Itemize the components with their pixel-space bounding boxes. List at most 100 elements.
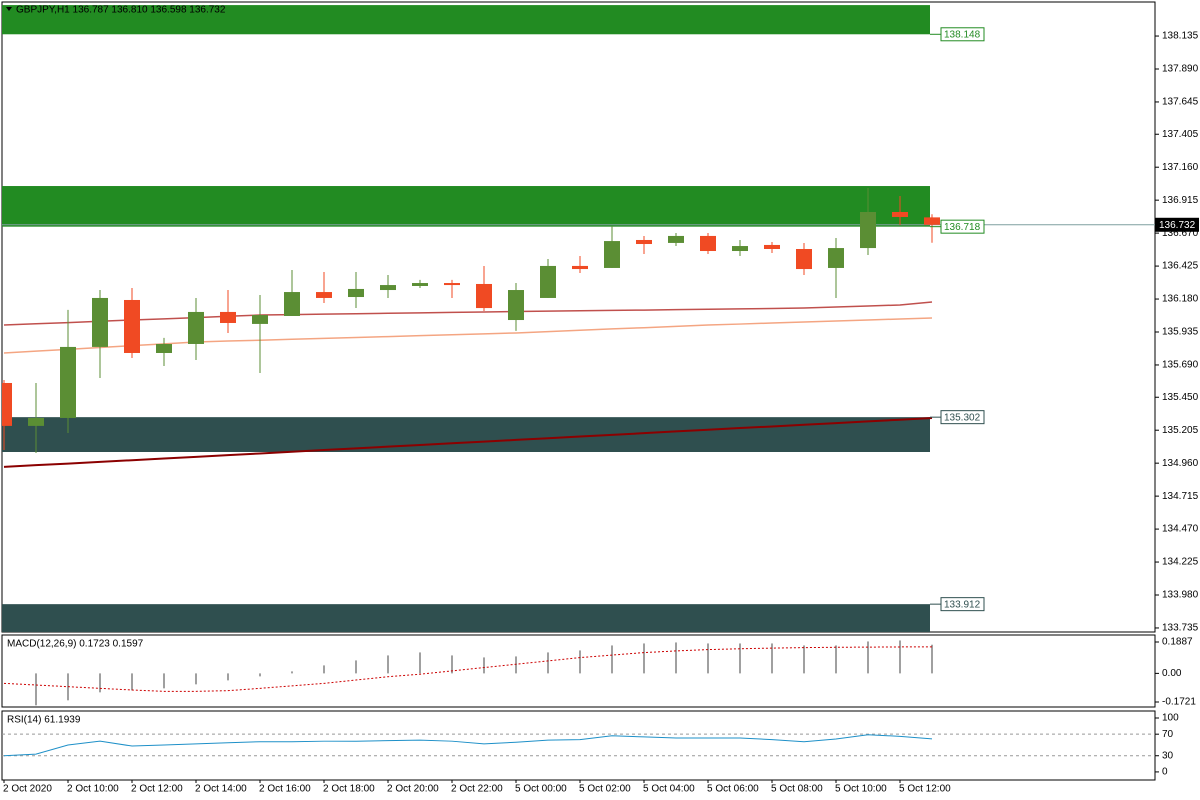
candle-body bbox=[220, 311, 236, 323]
candle-body bbox=[156, 343, 172, 353]
zone-tag-box bbox=[940, 219, 985, 234]
macd-panel-frame bbox=[1, 634, 1156, 708]
candle-body bbox=[860, 212, 876, 249]
candle-body bbox=[124, 299, 140, 353]
zone-tag-box bbox=[940, 597, 985, 612]
y-tick-label: 134.470 bbox=[1162, 524, 1199, 535]
y-tick-label: 133.735 bbox=[1162, 623, 1199, 634]
x-tick-label: 5 Oct 04:00 bbox=[643, 784, 695, 795]
y-tick-label: 0 bbox=[1162, 767, 1168, 778]
main-plot bbox=[2, 5, 1155, 632]
y-tick-label: 0.00 bbox=[1162, 668, 1182, 679]
candle-body bbox=[924, 217, 940, 225]
x-tick-label: 2 Oct 10:00 bbox=[67, 784, 119, 795]
x-tick-label: 2 Oct 14:00 bbox=[195, 784, 247, 795]
x-tick-label: 5 Oct 06:00 bbox=[707, 784, 759, 795]
y-tick-label: 134.715 bbox=[1162, 491, 1199, 502]
rsi-panel-frame bbox=[1, 710, 1156, 781]
candle-body bbox=[540, 265, 556, 298]
y-tick-label: -0.1721 bbox=[1162, 697, 1196, 708]
x-tick-label: 2 Oct 22:00 bbox=[451, 784, 503, 795]
zone bbox=[2, 604, 930, 632]
candle-body bbox=[796, 248, 812, 270]
x-tick-label: 5 Oct 00:00 bbox=[515, 784, 567, 795]
y-tick-label: 134.960 bbox=[1162, 458, 1199, 469]
candle-body bbox=[732, 246, 748, 252]
x-tick-label: 2 Oct 20:00 bbox=[387, 784, 439, 795]
candle-body bbox=[508, 290, 524, 321]
zone bbox=[2, 186, 930, 227]
zone-tag-label: 135.302 bbox=[944, 412, 981, 423]
y-tick-label: 138.135 bbox=[1162, 31, 1199, 42]
x-tick-label: 2 Oct 16:00 bbox=[259, 784, 311, 795]
y-tick-label: 100 bbox=[1162, 713, 1179, 724]
candle-body bbox=[380, 285, 396, 291]
moving-average bbox=[3, 301, 933, 326]
zone-tag-box bbox=[940, 410, 985, 425]
y-tick-label: 70 bbox=[1162, 729, 1174, 740]
current-price-tag bbox=[1155, 217, 1199, 232]
candle-body bbox=[764, 244, 780, 249]
chart-title: GBPJPY,H1 136.787 136.810 136.598 136.73… bbox=[16, 5, 226, 16]
rsi-line bbox=[3, 734, 933, 757]
zone-tag-label: 138.148 bbox=[944, 29, 981, 40]
x-tick-label: 2 Oct 12:00 bbox=[131, 784, 183, 795]
candle-body bbox=[2, 382, 12, 426]
zone bbox=[2, 5, 930, 35]
macd-title: MACD(12,26,9) 0.1723 0.1597 bbox=[7, 639, 144, 650]
candle-body bbox=[636, 239, 652, 245]
y-tick-label: 135.690 bbox=[1162, 360, 1199, 371]
x-tick-label: 5 Oct 08:00 bbox=[771, 784, 823, 795]
y-tick-label: 136.180 bbox=[1162, 294, 1199, 305]
candle-body bbox=[188, 311, 204, 344]
x-tick-label: 2 Oct 2020 bbox=[3, 784, 52, 795]
x-tick-label: 2 Oct 18:00 bbox=[323, 784, 375, 795]
y-tick-label: 136.670 bbox=[1162, 228, 1199, 239]
y-tick-label: 135.205 bbox=[1162, 425, 1199, 436]
candle-body bbox=[572, 265, 588, 270]
zone-tag-label: 136.718 bbox=[944, 222, 981, 233]
menu-arrow[interactable] bbox=[6, 7, 12, 11]
candle-body bbox=[604, 241, 620, 268]
moving-average bbox=[3, 317, 933, 354]
current-price-label: 136.732 bbox=[1159, 220, 1196, 231]
y-tick-label: 133.980 bbox=[1162, 590, 1199, 601]
zone-tag-label: 133.912 bbox=[944, 599, 981, 610]
x-tick-label: 5 Oct 12:00 bbox=[899, 784, 951, 795]
y-tick-label: 134.225 bbox=[1162, 557, 1199, 568]
y-tick-label: 135.450 bbox=[1162, 392, 1199, 403]
candle-body bbox=[28, 417, 44, 426]
candle-body bbox=[348, 288, 364, 298]
candle-body bbox=[252, 315, 268, 324]
x-tick-label: 5 Oct 02:00 bbox=[579, 784, 631, 795]
y-tick-label: 135.935 bbox=[1162, 327, 1199, 338]
zone bbox=[2, 417, 930, 452]
y-tick-label: 30 bbox=[1162, 750, 1174, 761]
zone-tag-box bbox=[940, 27, 985, 42]
moving-average bbox=[3, 416, 933, 468]
y-tick-label: 137.160 bbox=[1162, 162, 1199, 173]
y-tick-label: 137.645 bbox=[1162, 97, 1199, 108]
candle-body bbox=[476, 283, 492, 309]
rsi-title: RSI(14) 61.1939 bbox=[7, 715, 81, 726]
candle-body bbox=[444, 283, 460, 286]
candle-body bbox=[92, 297, 108, 347]
candle-body bbox=[412, 283, 428, 286]
y-tick-label: 136.425 bbox=[1162, 261, 1199, 272]
macd-signal bbox=[3, 646, 933, 692]
y-tick-label: 137.890 bbox=[1162, 64, 1199, 75]
candle-body bbox=[828, 248, 844, 268]
candle-body bbox=[60, 346, 76, 418]
y-tick-label: 0.1887 bbox=[1162, 637, 1193, 648]
y-tick-label: 136.915 bbox=[1162, 195, 1199, 206]
y-tick-label: 137.405 bbox=[1162, 129, 1199, 140]
candle-body bbox=[892, 212, 908, 217]
x-tick-label: 5 Oct 10:00 bbox=[835, 784, 887, 795]
candle-body bbox=[668, 235, 684, 243]
candle-body bbox=[700, 235, 716, 252]
main-panel-frame bbox=[1, 1, 1156, 633]
candle-body bbox=[284, 292, 300, 316]
overlay: 138.148 136.718 135.302 133.912 136.732 bbox=[930, 27, 1199, 612]
candle-body bbox=[316, 292, 332, 298]
